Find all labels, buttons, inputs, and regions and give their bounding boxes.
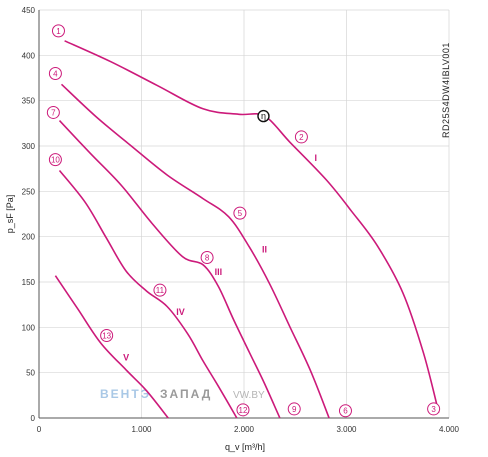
series-line-III bbox=[58, 120, 281, 419]
curve-marker-circle-8 bbox=[200, 251, 214, 265]
model-code-label: RD25S4DW4IBLV001 bbox=[441, 42, 451, 138]
series-line-V bbox=[54, 275, 169, 419]
y-tick-label: 100 bbox=[22, 323, 36, 332]
efficiency-point-circle bbox=[257, 109, 270, 123]
x-tick-label: 3.000 bbox=[336, 425, 357, 434]
x-tick-label: 4.000 bbox=[439, 425, 460, 434]
curve-marker-label-7: 7 bbox=[51, 108, 56, 117]
x-axis-title: q_v [m³/h] bbox=[225, 442, 265, 452]
curve-marker-circle-13 bbox=[100, 328, 114, 342]
series-line-I bbox=[64, 40, 440, 413]
curve-marker-label-1: 1 bbox=[56, 27, 61, 36]
curve-marker-circle-10 bbox=[48, 153, 62, 167]
y-axis-title: p_sF [Pa] bbox=[5, 195, 15, 234]
curve-marker-circle-7 bbox=[46, 105, 60, 119]
series-label-II: II bbox=[262, 244, 267, 254]
curve-marker-label-2: 2 bbox=[299, 133, 304, 142]
efficiency-point-label: η bbox=[261, 111, 266, 121]
watermark-part-2: ЗАПАД bbox=[160, 387, 212, 401]
curve-marker-circle-3 bbox=[427, 402, 441, 416]
y-tick-label: 450 bbox=[22, 6, 36, 15]
y-tick-label: 200 bbox=[22, 233, 36, 242]
curve-marker-label-4: 4 bbox=[53, 69, 58, 78]
curve-marker-circle-11 bbox=[153, 283, 167, 297]
y-tick-label: 150 bbox=[22, 278, 36, 287]
curve-marker-label-9: 9 bbox=[292, 405, 297, 414]
watermark: ВЕНТЭ ЗАПАД VW.BY bbox=[100, 387, 265, 401]
curve-marker-label-10: 10 bbox=[51, 156, 60, 165]
y-tick-label: 0 bbox=[31, 414, 36, 423]
series-label-V: V bbox=[123, 352, 129, 362]
curve-marker-circle-9 bbox=[287, 402, 301, 416]
curve-marker-circle-1 bbox=[51, 24, 65, 38]
curve-marker-label-11: 11 bbox=[156, 286, 165, 295]
watermark-part-1: ВЕНТЭ bbox=[100, 387, 151, 401]
curve-marker-label-8: 8 bbox=[205, 254, 210, 263]
series-label-III: III bbox=[215, 267, 223, 277]
series-lines bbox=[54, 40, 440, 419]
curve-marker-circle-2 bbox=[294, 130, 308, 144]
curve-marker-label-12: 12 bbox=[239, 406, 248, 415]
y-tick-label: 350 bbox=[22, 97, 36, 106]
series-line-IV bbox=[58, 169, 238, 419]
curve-marker-label-13: 13 bbox=[102, 331, 111, 340]
x-tick-label: 0 bbox=[37, 425, 42, 434]
curve-marker-circle-5 bbox=[233, 206, 247, 220]
y-tick-label: 400 bbox=[22, 51, 36, 60]
y-tick-label: 300 bbox=[22, 142, 36, 151]
series-label-I: I bbox=[314, 153, 317, 163]
curve-marker-circle-12 bbox=[236, 403, 250, 417]
series-label-IV: IV bbox=[176, 307, 185, 317]
x-tick-label: 2.000 bbox=[234, 425, 255, 434]
curve-marker-label-3: 3 bbox=[431, 405, 436, 414]
x-tick-label: 1.000 bbox=[131, 425, 152, 434]
series-line-II bbox=[60, 83, 330, 419]
curve-marker-circle-4 bbox=[48, 66, 62, 80]
axes: 0 50 100 150 200 250 300 350 400 450 0 1.000 2.000 3.… bbox=[22, 6, 460, 434]
y-tick-label: 50 bbox=[26, 369, 35, 378]
y-tick-label: 250 bbox=[22, 187, 36, 196]
curve-marker-label-6: 6 bbox=[343, 407, 348, 416]
curve-marker-circle-6 bbox=[338, 404, 352, 418]
curve-marker-label-5: 5 bbox=[238, 209, 243, 218]
watermark-part-3: VW.BY bbox=[233, 390, 265, 401]
